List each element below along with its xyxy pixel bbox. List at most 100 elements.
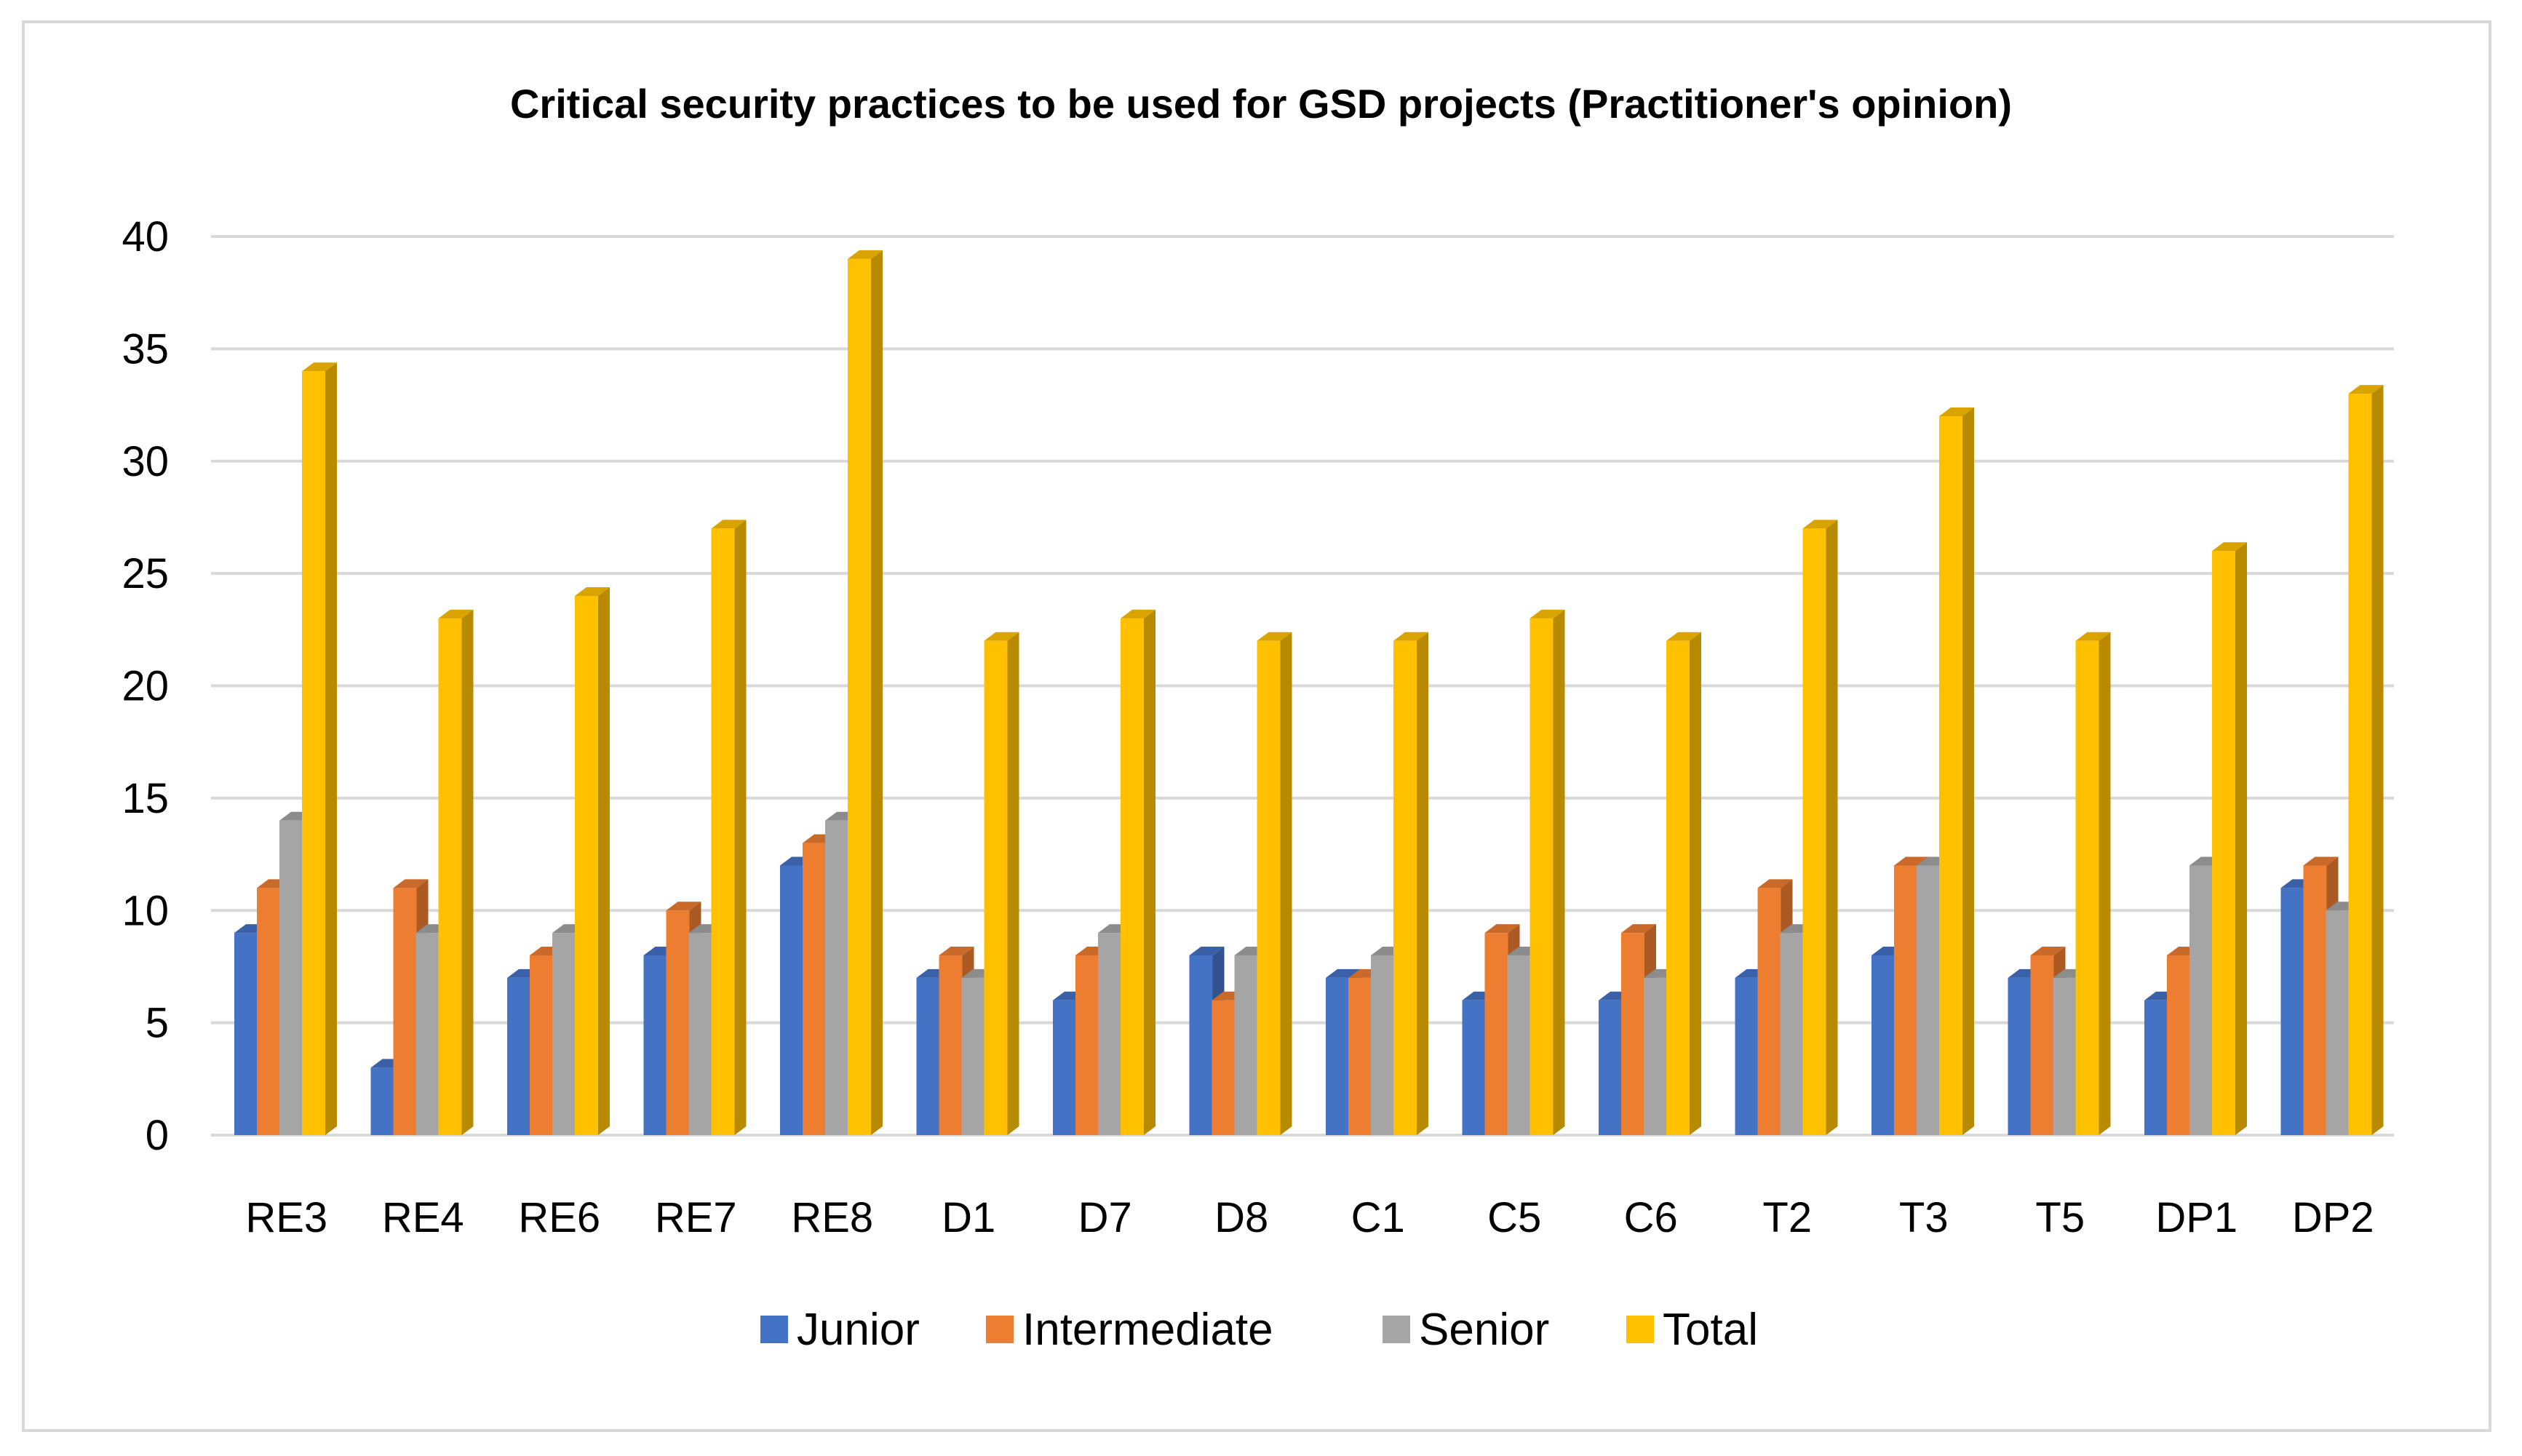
bar-top	[939, 947, 974, 955]
legend-label: Senior	[1419, 1305, 1549, 1355]
bar-front	[1894, 865, 1917, 1135]
bar-total-t3	[1939, 407, 1974, 1135]
bar-top	[1393, 632, 1428, 641]
bar-top	[2075, 632, 2111, 641]
x-tick-label: RE6	[518, 1194, 600, 1241]
bar-front	[2008, 977, 2032, 1135]
bar-group-t2	[1735, 520, 1838, 1135]
bar-front	[1257, 640, 1281, 1135]
bar-front	[257, 888, 280, 1135]
bar-side	[1417, 632, 1428, 1135]
bar-side	[2235, 542, 2247, 1135]
bar-front	[1075, 955, 1099, 1135]
bar-front	[234, 933, 258, 1135]
bar-top	[1939, 407, 1974, 416]
bar-side	[734, 520, 747, 1135]
x-tick-label: RE3	[245, 1194, 327, 1241]
legend-item-junior: Junior	[760, 1305, 920, 1355]
legend-label: Total	[1663, 1305, 1758, 1355]
bar-front	[1939, 416, 1962, 1135]
bar-front	[575, 596, 598, 1135]
bar-front	[1735, 977, 1759, 1135]
bar-top	[393, 879, 429, 888]
y-tick-label: 25	[122, 550, 169, 597]
bar-total-c5	[1529, 609, 1565, 1135]
bar-total-re6	[575, 587, 610, 1135]
bar-front	[1053, 1000, 1076, 1135]
bar-total-dp2	[2348, 385, 2384, 1135]
bar-front	[1098, 933, 1121, 1135]
x-tick-label: C1	[1351, 1194, 1405, 1241]
bar-side	[461, 609, 474, 1135]
bar-top	[1189, 947, 1225, 955]
bar-side	[2099, 632, 2111, 1135]
bar-top	[1484, 924, 1520, 934]
bar-front	[825, 820, 848, 1135]
bar-front	[370, 1067, 394, 1135]
x-tick-label: RE7	[655, 1194, 737, 1241]
bar-front	[1189, 955, 1213, 1135]
bar-front	[552, 933, 576, 1135]
bar-top	[1121, 609, 1155, 618]
legend-label: Intermediate	[1022, 1305, 1273, 1355]
bar-front	[1234, 955, 1258, 1135]
bar-group-re8	[780, 250, 883, 1135]
y-tick-label: 35	[122, 325, 169, 373]
bar-front	[302, 371, 325, 1135]
bar-front	[2053, 977, 2077, 1135]
bar-top	[711, 520, 747, 529]
bar-front	[1644, 977, 1667, 1135]
bar-front	[711, 528, 735, 1135]
bar-front	[530, 955, 553, 1135]
bar-front	[507, 977, 530, 1135]
bar-group-d1	[916, 632, 1019, 1135]
y-axis: 0 5 10 15 20 25 30 35 40	[122, 213, 169, 1159]
bar-group-re3	[234, 362, 337, 1135]
bar-total-re4	[438, 609, 474, 1135]
bar-front	[2167, 955, 2190, 1135]
bar-front	[279, 820, 303, 1135]
bar-side	[1144, 609, 1155, 1135]
bar-group-re6	[507, 587, 610, 1135]
legend-swatch	[986, 1316, 1014, 1343]
legend-swatch	[1383, 1316, 1410, 1343]
bar-front	[1621, 933, 1644, 1135]
bar-front	[1757, 888, 1781, 1135]
legend-swatch	[1626, 1316, 1654, 1343]
bar-side	[1553, 609, 1565, 1135]
bar-front	[643, 955, 667, 1135]
bar-front	[666, 910, 690, 1135]
bar-side	[1007, 632, 1019, 1135]
bar-front	[1529, 618, 1554, 1135]
bar-front	[2144, 1000, 2168, 1135]
bar-group-re7	[643, 520, 747, 1135]
y-tick-label: 40	[122, 213, 169, 260]
y-tick-label: 10	[122, 887, 169, 934]
bar-front	[2030, 955, 2054, 1135]
bar-total-d1	[984, 632, 1019, 1135]
bar-group-re4	[370, 609, 474, 1135]
x-tick-label: D1	[942, 1194, 995, 1241]
bar-total-re8	[848, 250, 883, 1135]
bar-total-c1	[1393, 632, 1428, 1135]
x-tick-label: RE8	[791, 1194, 873, 1241]
legend: Junior Intermediate Senior Total	[760, 1305, 1758, 1355]
bar-front	[1348, 977, 1372, 1135]
y-tick-label: 5	[146, 1000, 169, 1047]
x-tick-label: D7	[1078, 1194, 1132, 1241]
x-tick-label: T5	[2035, 1194, 2085, 1241]
bar-front	[2326, 910, 2350, 1135]
x-tick-label: DP2	[2292, 1194, 2374, 1241]
bar-top	[848, 250, 883, 259]
bar-total-re3	[302, 362, 337, 1135]
bar-front	[961, 977, 985, 1135]
bar-total-dp1	[2212, 542, 2247, 1135]
x-tick-label: T3	[1899, 1194, 1949, 1241]
bar-front	[1599, 1000, 1622, 1135]
x-tick-label: D8	[1214, 1194, 1268, 1241]
bar-total-re7	[711, 520, 747, 1135]
bar-front	[780, 865, 803, 1135]
bar-top	[2348, 385, 2384, 394]
bar-group-c5	[1462, 609, 1565, 1135]
